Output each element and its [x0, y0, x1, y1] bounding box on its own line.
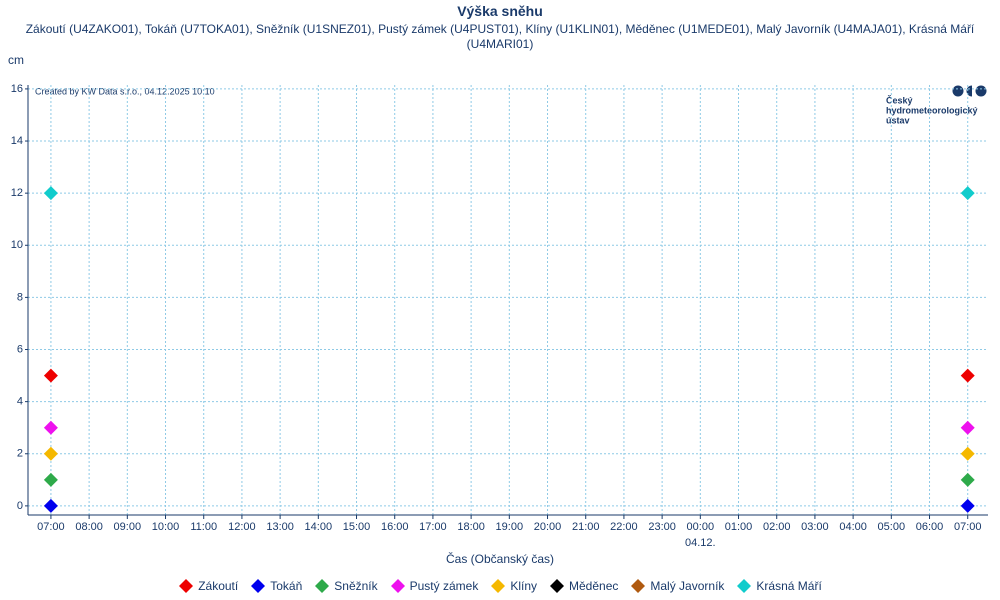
legend-item[interactable]: Pustý zámek — [390, 578, 479, 594]
point — [960, 420, 975, 435]
point — [960, 186, 975, 201]
x-tick-label: 14:00 — [305, 521, 333, 533]
chart-title: Výška sněhu — [457, 3, 543, 19]
x-tick-label: 10:00 — [152, 521, 180, 533]
legend-marker — [631, 579, 646, 593]
x-tick-label: 15:00 — [343, 521, 371, 533]
legend-item[interactable]: Sněžník — [314, 578, 378, 594]
x-tick-label: 13:00 — [266, 521, 294, 533]
point — [960, 472, 975, 487]
y-tick-label: 16 — [11, 83, 23, 95]
legend: Zákoutí Tokáň Sněžník Pustý zámek Klíny Měděn… — [0, 578, 1000, 594]
y-tick-label: 8 — [17, 291, 23, 303]
legend-label: Malý Javorník — [650, 579, 725, 593]
x-tick-label: 18:00 — [457, 521, 485, 533]
x-tick-label: 07:00 — [37, 521, 65, 533]
point — [43, 420, 58, 435]
point — [960, 498, 975, 513]
x-tick-label: 05:00 — [878, 521, 906, 533]
legend-symbol — [491, 579, 506, 593]
point — [43, 472, 58, 487]
x-tick-label: 21:00 — [572, 521, 600, 533]
legend-item[interactable]: Zákoutí — [178, 578, 238, 594]
x-tick-label: 02:00 — [763, 521, 791, 533]
legend-label: Krásná Máří — [756, 579, 822, 593]
x-tick-label: 07:00 — [954, 521, 982, 533]
legend-item[interactable]: Krásná Máří — [736, 578, 822, 594]
y-tick-label: 2 — [17, 448, 23, 460]
x-tick-label: 22:00 — [610, 521, 638, 533]
logo-text: Český — [886, 94, 913, 105]
x-tick-label: 08:00 — [75, 521, 103, 533]
point — [960, 368, 975, 383]
logo-dot — [975, 85, 987, 97]
legend-label: Tokáň — [270, 579, 303, 593]
date-annotation: 04.12. — [685, 537, 716, 549]
legend-symbol — [550, 579, 565, 593]
x-tick-label: 03:00 — [801, 521, 829, 533]
legend-marker — [315, 579, 330, 593]
x-tick-label: 09:00 — [114, 521, 142, 533]
point — [43, 498, 58, 513]
legend-symbol — [251, 579, 266, 593]
legend-label: Klíny — [510, 579, 538, 593]
legend-label: Pustý zámek — [409, 579, 479, 593]
point — [43, 446, 58, 461]
x-tick-label: 20:00 — [534, 521, 562, 533]
legend-item[interactable]: Měděnec — [549, 578, 618, 594]
x-tick-label: 23:00 — [648, 521, 676, 533]
legend-item[interactable]: Malý Javorník — [630, 578, 724, 594]
y-tick-label: 0 — [17, 500, 23, 512]
legend-item[interactable]: Tokáň — [250, 578, 302, 594]
logo-dot — [952, 85, 964, 97]
x-tick-label: 19:00 — [496, 521, 524, 533]
legend-label: Zákoutí — [198, 579, 239, 593]
legend-symbol — [737, 579, 752, 593]
legend-marker — [737, 579, 752, 593]
credit: Created by KW Data s.r.o., 04.12.2025 10… — [35, 86, 215, 96]
legend-symbol — [179, 579, 194, 593]
point — [43, 186, 58, 201]
x-tick-label: 12:00 — [228, 521, 256, 533]
y-tick-label: 14 — [11, 135, 23, 147]
legend-symbol — [631, 579, 646, 593]
legend-symbol — [390, 579, 405, 593]
y-tick-label: 4 — [17, 396, 23, 408]
legend-marker — [491, 579, 506, 593]
legend-label: Měděnec — [569, 579, 619, 593]
x-tick-label: 11:00 — [190, 521, 217, 533]
logo-text: hydrometeorologický — [886, 105, 978, 115]
x-tick-label: 04:00 — [839, 521, 867, 533]
y-tick-label: 12 — [11, 187, 23, 199]
x-tick-label: 16:00 — [381, 521, 409, 533]
y-axis-label: cm — [8, 53, 24, 67]
point — [43, 368, 58, 383]
x-tick-label: 06:00 — [916, 521, 944, 533]
legend-symbol — [315, 579, 330, 593]
x-tick-label: 17:00 — [419, 521, 447, 533]
point — [960, 446, 975, 461]
logo-text: ústav — [886, 115, 910, 125]
legend-marker — [251, 579, 266, 593]
legend-marker — [550, 579, 565, 593]
y-tick-label: 10 — [11, 239, 23, 251]
x-tick-label: 00:00 — [687, 521, 715, 533]
x-tick-label: 01:00 — [725, 521, 753, 533]
y-tick-label: 6 — [17, 343, 23, 355]
legend-item[interactable]: Klíny — [490, 578, 537, 594]
x-axis-label: Čas (Občanský čas) — [446, 551, 554, 566]
legend-marker — [390, 579, 405, 593]
legend-label: Sněžník — [334, 579, 378, 593]
legend-marker — [179, 579, 194, 593]
chart-subtitle: Zákoutí (U4ZAKO01), Tokáň (U7TOKA01), Sn… — [25, 22, 975, 51]
